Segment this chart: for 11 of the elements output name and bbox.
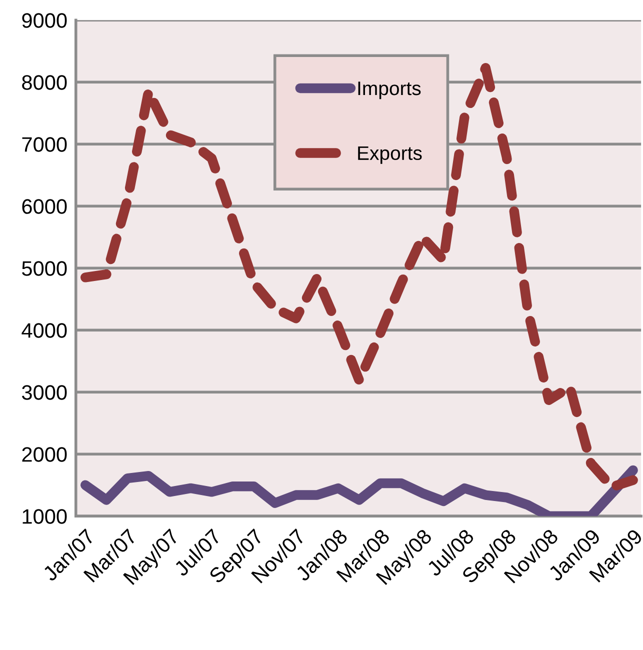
y-tick-label: 4000	[22, 323, 67, 338]
legend-label: Imports	[358, 82, 421, 100]
y-tick-label: 2000	[22, 447, 67, 462]
y-tick-label: 7000	[22, 137, 67, 152]
y-tick-label: 3000	[22, 385, 67, 400]
y-tick-label: 6000	[22, 199, 67, 214]
y-tick-label: 1000	[22, 509, 67, 524]
y-tick-label: 5000	[22, 261, 67, 276]
y-tick-label: 8000	[22, 75, 67, 90]
legend-label: Exports	[358, 146, 422, 164]
y-tick-label: 9000	[22, 13, 67, 28]
